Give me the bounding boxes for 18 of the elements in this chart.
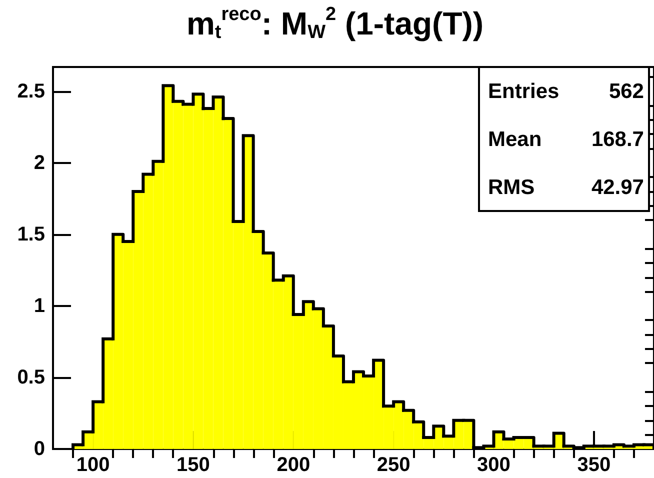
x-tick-label: 300 xyxy=(477,454,510,476)
x-tick-label: 200 xyxy=(276,454,310,476)
x-tick-label: 150 xyxy=(176,454,210,476)
y-tick-label: 2 xyxy=(34,152,45,174)
annotation: 42.97 xyxy=(591,176,644,200)
x-tick-label: 100 xyxy=(76,454,110,476)
y-tick-label: 1.5 xyxy=(17,223,45,246)
annotation: Mean xyxy=(488,128,542,152)
annotation: Entries xyxy=(488,80,560,104)
y-tick-label: 1 xyxy=(34,294,45,317)
x-tick-label: 250 xyxy=(376,454,410,476)
annotation: 168.7 xyxy=(591,128,644,152)
x-tick-label: 350 xyxy=(577,454,611,476)
annotation: 562 xyxy=(608,80,644,104)
y-tick-label: 0.5 xyxy=(17,366,45,388)
y-tick-label: 0 xyxy=(34,438,45,460)
y-tick-label: 2.5 xyxy=(17,80,45,102)
annotation: RMS xyxy=(488,176,535,200)
